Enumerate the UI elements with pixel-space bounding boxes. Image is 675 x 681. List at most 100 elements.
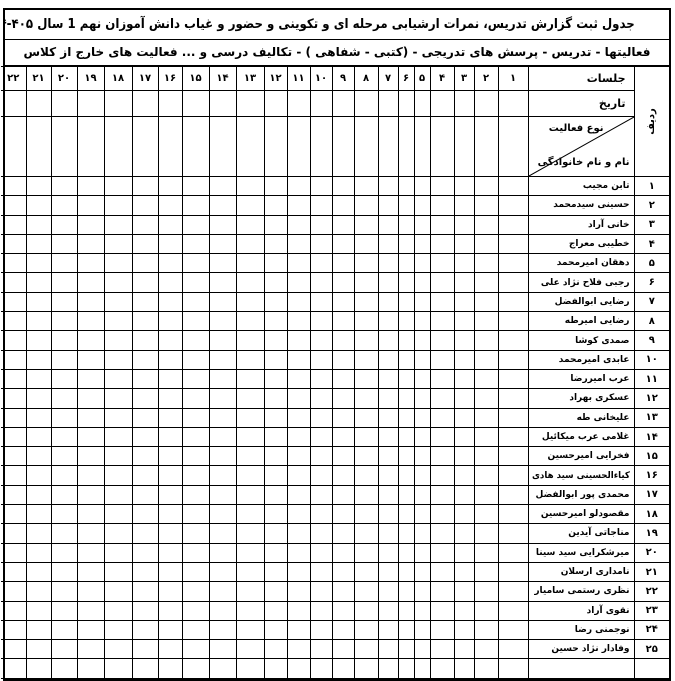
grade-cell[interactable] [309, 349, 333, 370]
grade-cell[interactable] [103, 349, 133, 370]
grade-cell[interactable] [331, 658, 355, 679]
grade-cell[interactable] [309, 291, 333, 313]
grade-cell[interactable] [50, 311, 78, 332]
grade-cell[interactable] [131, 504, 159, 525]
activity-type-cell[interactable] [377, 116, 399, 177]
grade-cell[interactable] [1, 407, 27, 428]
grade-cell[interactable] [157, 658, 183, 679]
grade-cell[interactable] [497, 426, 529, 448]
grade-cell[interactable] [181, 600, 210, 621]
grade-cell[interactable] [473, 561, 499, 583]
grade-cell[interactable] [235, 407, 265, 428]
grade-cell[interactable] [181, 388, 210, 409]
grade-cell[interactable] [353, 253, 379, 274]
date-cell[interactable] [309, 90, 333, 117]
grade-cell[interactable] [453, 253, 475, 274]
grade-cell[interactable] [331, 600, 355, 621]
grade-cell[interactable] [263, 561, 288, 583]
grade-cell[interactable] [309, 484, 333, 506]
grade-cell[interactable] [286, 311, 311, 332]
grade-cell[interactable] [103, 542, 133, 563]
grade-cell[interactable] [235, 253, 265, 274]
grade-cell[interactable] [263, 291, 288, 313]
grade-cell[interactable] [263, 195, 288, 216]
grade-cell[interactable] [286, 349, 311, 370]
grade-cell[interactable] [453, 542, 475, 563]
grade-cell[interactable] [25, 349, 52, 370]
grade-cell[interactable] [50, 581, 78, 602]
grade-cell[interactable] [429, 253, 455, 274]
grade-cell[interactable] [103, 484, 133, 506]
grade-cell[interactable] [377, 561, 399, 583]
activity-type-cell[interactable] [331, 116, 355, 177]
grade-cell[interactable] [413, 253, 431, 274]
grade-cell[interactable] [1, 349, 27, 370]
grade-cell[interactable] [25, 195, 52, 216]
grade-cell[interactable] [76, 639, 105, 660]
grade-cell[interactable] [331, 195, 355, 216]
grade-cell[interactable] [473, 619, 499, 641]
grade-cell[interactable] [235, 619, 265, 641]
grade-cell[interactable] [181, 349, 210, 370]
grade-cell[interactable] [25, 175, 52, 197]
grade-cell[interactable] [413, 175, 431, 197]
date-cell[interactable] [76, 90, 105, 117]
grade-cell[interactable] [235, 291, 265, 313]
grade-cell[interactable] [473, 639, 499, 660]
grade-cell[interactable] [181, 658, 210, 679]
grade-cell[interactable] [131, 658, 159, 679]
grade-cell[interactable] [50, 600, 78, 621]
grade-cell[interactable] [429, 446, 455, 467]
grade-cell[interactable] [453, 658, 475, 679]
grade-cell[interactable] [76, 407, 105, 428]
grade-cell[interactable] [309, 272, 333, 293]
grade-cell[interactable] [263, 349, 288, 370]
grade-cell[interactable] [331, 175, 355, 197]
grade-cell[interactable] [429, 581, 455, 602]
grade-cell[interactable] [50, 233, 78, 255]
grade-cell[interactable] [181, 639, 210, 660]
grade-cell[interactable] [377, 446, 399, 467]
grade-cell[interactable] [331, 619, 355, 641]
grade-cell[interactable] [181, 542, 210, 563]
grade-cell[interactable] [103, 465, 133, 486]
grade-cell[interactable] [497, 388, 529, 409]
grade-cell[interactable] [473, 368, 499, 390]
grade-cell[interactable] [235, 658, 265, 679]
activity-type-cell[interactable] [208, 116, 237, 177]
grade-cell[interactable] [453, 195, 475, 216]
grade-cell[interactable] [1, 195, 27, 216]
grade-cell[interactable] [473, 504, 499, 525]
grade-cell[interactable] [25, 484, 52, 506]
grade-cell[interactable] [397, 446, 415, 467]
grade-cell[interactable] [286, 639, 311, 660]
grade-cell[interactable] [331, 504, 355, 525]
grade-cell[interactable] [473, 272, 499, 293]
grade-cell[interactable] [473, 195, 499, 216]
grade-cell[interactable] [1, 175, 27, 197]
grade-cell[interactable] [25, 330, 52, 351]
grade-cell[interactable] [497, 214, 529, 235]
grade-cell[interactable] [76, 195, 105, 216]
grade-cell[interactable] [1, 465, 27, 486]
grade-cell[interactable] [235, 504, 265, 525]
grade-cell[interactable] [181, 426, 210, 448]
grade-cell[interactable] [263, 175, 288, 197]
grade-cell[interactable] [76, 581, 105, 602]
grade-cell[interactable] [473, 407, 499, 428]
activity-type-cell[interactable] [181, 116, 210, 177]
date-cell[interactable] [473, 90, 499, 117]
grade-cell[interactable] [103, 311, 133, 332]
grade-cell[interactable] [453, 311, 475, 332]
grade-cell[interactable] [76, 330, 105, 351]
grade-cell[interactable] [235, 561, 265, 583]
grade-cell[interactable] [157, 561, 183, 583]
grade-cell[interactable] [309, 600, 333, 621]
grade-cell[interactable] [377, 175, 399, 197]
grade-cell[interactable] [76, 214, 105, 235]
grade-cell[interactable] [397, 195, 415, 216]
grade-cell[interactable] [50, 426, 78, 448]
date-cell[interactable] [453, 90, 475, 117]
grade-cell[interactable] [331, 465, 355, 486]
grade-cell[interactable] [131, 426, 159, 448]
